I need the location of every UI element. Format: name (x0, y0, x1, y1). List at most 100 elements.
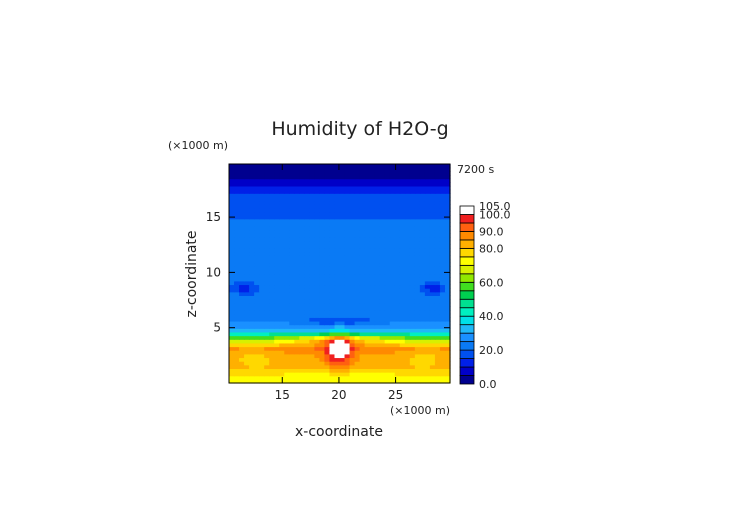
heatmap-cell (244, 350, 250, 355)
heatmap-cell (334, 218, 341, 223)
heatmap-cell (239, 196, 245, 202)
heatmap-cell (399, 251, 406, 256)
heatmap-cell (389, 174, 396, 180)
heatmap-cell (334, 167, 341, 172)
heatmap-cell (314, 226, 321, 231)
heatmap-cell (399, 233, 406, 238)
heatmap-cell (279, 185, 285, 191)
heatmap-cell (254, 306, 260, 311)
heatmap-cell (299, 189, 305, 194)
heatmap-cell (344, 174, 351, 180)
heatmap-cell (434, 361, 441, 366)
heatmap-cell (369, 218, 376, 223)
heatmap-cell (234, 324, 240, 329)
heatmap-cell (324, 375, 331, 380)
heatmap-cell (234, 357, 240, 362)
heatmap-cell (314, 266, 321, 271)
heatmap-cell (334, 375, 341, 380)
heatmap-cell (309, 200, 315, 205)
heatmap-cell (339, 335, 346, 340)
heatmap-cell (344, 295, 351, 300)
heatmap-cell (439, 222, 446, 227)
heatmap-cell (429, 218, 436, 223)
heatmap-cell (439, 164, 446, 169)
heatmap-cell (389, 324, 396, 329)
heatmap-cell (324, 320, 331, 326)
heatmap-cell (439, 320, 446, 326)
heatmap-cell (319, 313, 326, 318)
heatmap-cell (339, 273, 346, 278)
heatmap-cell (349, 302, 356, 307)
heatmap-cell (294, 266, 300, 271)
heatmap-cell (354, 266, 361, 271)
heatmap-cell (439, 295, 446, 300)
heatmap-cell (289, 288, 295, 293)
heatmap-cell (389, 320, 396, 326)
heatmap-cell (244, 251, 250, 256)
heatmap-cell (369, 251, 376, 256)
heatmap-cell (414, 262, 421, 267)
heatmap-cell (249, 361, 255, 366)
heatmap-cell (234, 313, 240, 318)
heatmap-cell (324, 211, 331, 216)
heatmap-cell (379, 379, 386, 384)
heatmap-cell (444, 324, 451, 329)
heatmap-cell (384, 240, 391, 245)
heatmap-cell (394, 229, 401, 234)
heatmap-cell (274, 229, 280, 234)
heatmap-cell (399, 185, 406, 191)
heatmap-cell (434, 299, 441, 304)
heatmap-cell (349, 211, 356, 216)
heatmap-cell (334, 302, 341, 307)
heatmap-cell (369, 240, 376, 245)
heatmap-cell (399, 306, 406, 311)
heatmap-cell (369, 277, 376, 282)
heatmap-cell (274, 357, 280, 362)
heatmap-cell (299, 266, 305, 271)
heatmap-cell (394, 306, 401, 311)
heatmap-cell (394, 335, 401, 340)
heatmap-cell (434, 200, 441, 205)
heatmap-cell (339, 324, 346, 329)
heatmap-cell (364, 167, 371, 172)
heatmap-cell (374, 207, 381, 213)
heatmap-cell (394, 364, 401, 369)
heatmap-cell (379, 342, 386, 348)
heatmap-cell (384, 379, 391, 384)
heatmap-cell (394, 222, 401, 227)
heatmap-cell (339, 164, 346, 169)
heatmap-cell (344, 251, 351, 256)
heatmap-cell (229, 255, 235, 260)
heatmap-cell (424, 237, 431, 242)
heatmap-cell (424, 222, 431, 227)
heatmap-cell (264, 280, 270, 286)
heatmap-cell (264, 240, 270, 245)
heatmap-cell (399, 269, 406, 275)
heatmap-cell (434, 218, 441, 223)
heatmap-cell (349, 379, 356, 384)
plot-frame (228, 163, 451, 384)
heatmap-cell (439, 218, 446, 223)
heatmap-cell (309, 288, 315, 293)
heatmap-cell (334, 273, 341, 278)
heatmap-cell (414, 273, 421, 278)
heatmap-cell (329, 331, 336, 337)
heatmap-cell (354, 342, 361, 348)
heatmap-cell (364, 215, 371, 220)
heatmap-cell (404, 313, 411, 318)
heatmap-cell (244, 375, 250, 380)
heatmap-cell (444, 200, 451, 205)
heatmap-cell (404, 204, 411, 209)
heatmap-cell (359, 306, 366, 311)
heatmap-cell (359, 317, 366, 322)
heatmap-cell (429, 346, 436, 351)
heatmap-cell (384, 211, 391, 216)
heatmap-cell (419, 193, 426, 198)
heatmap-cell (324, 364, 331, 369)
heatmap-cell (324, 379, 331, 384)
heatmap-cell (434, 233, 441, 238)
heatmap-cell (374, 288, 381, 293)
heatmap-cell (264, 262, 270, 267)
heatmap-cell (294, 229, 300, 234)
heatmap-cell (429, 324, 436, 329)
